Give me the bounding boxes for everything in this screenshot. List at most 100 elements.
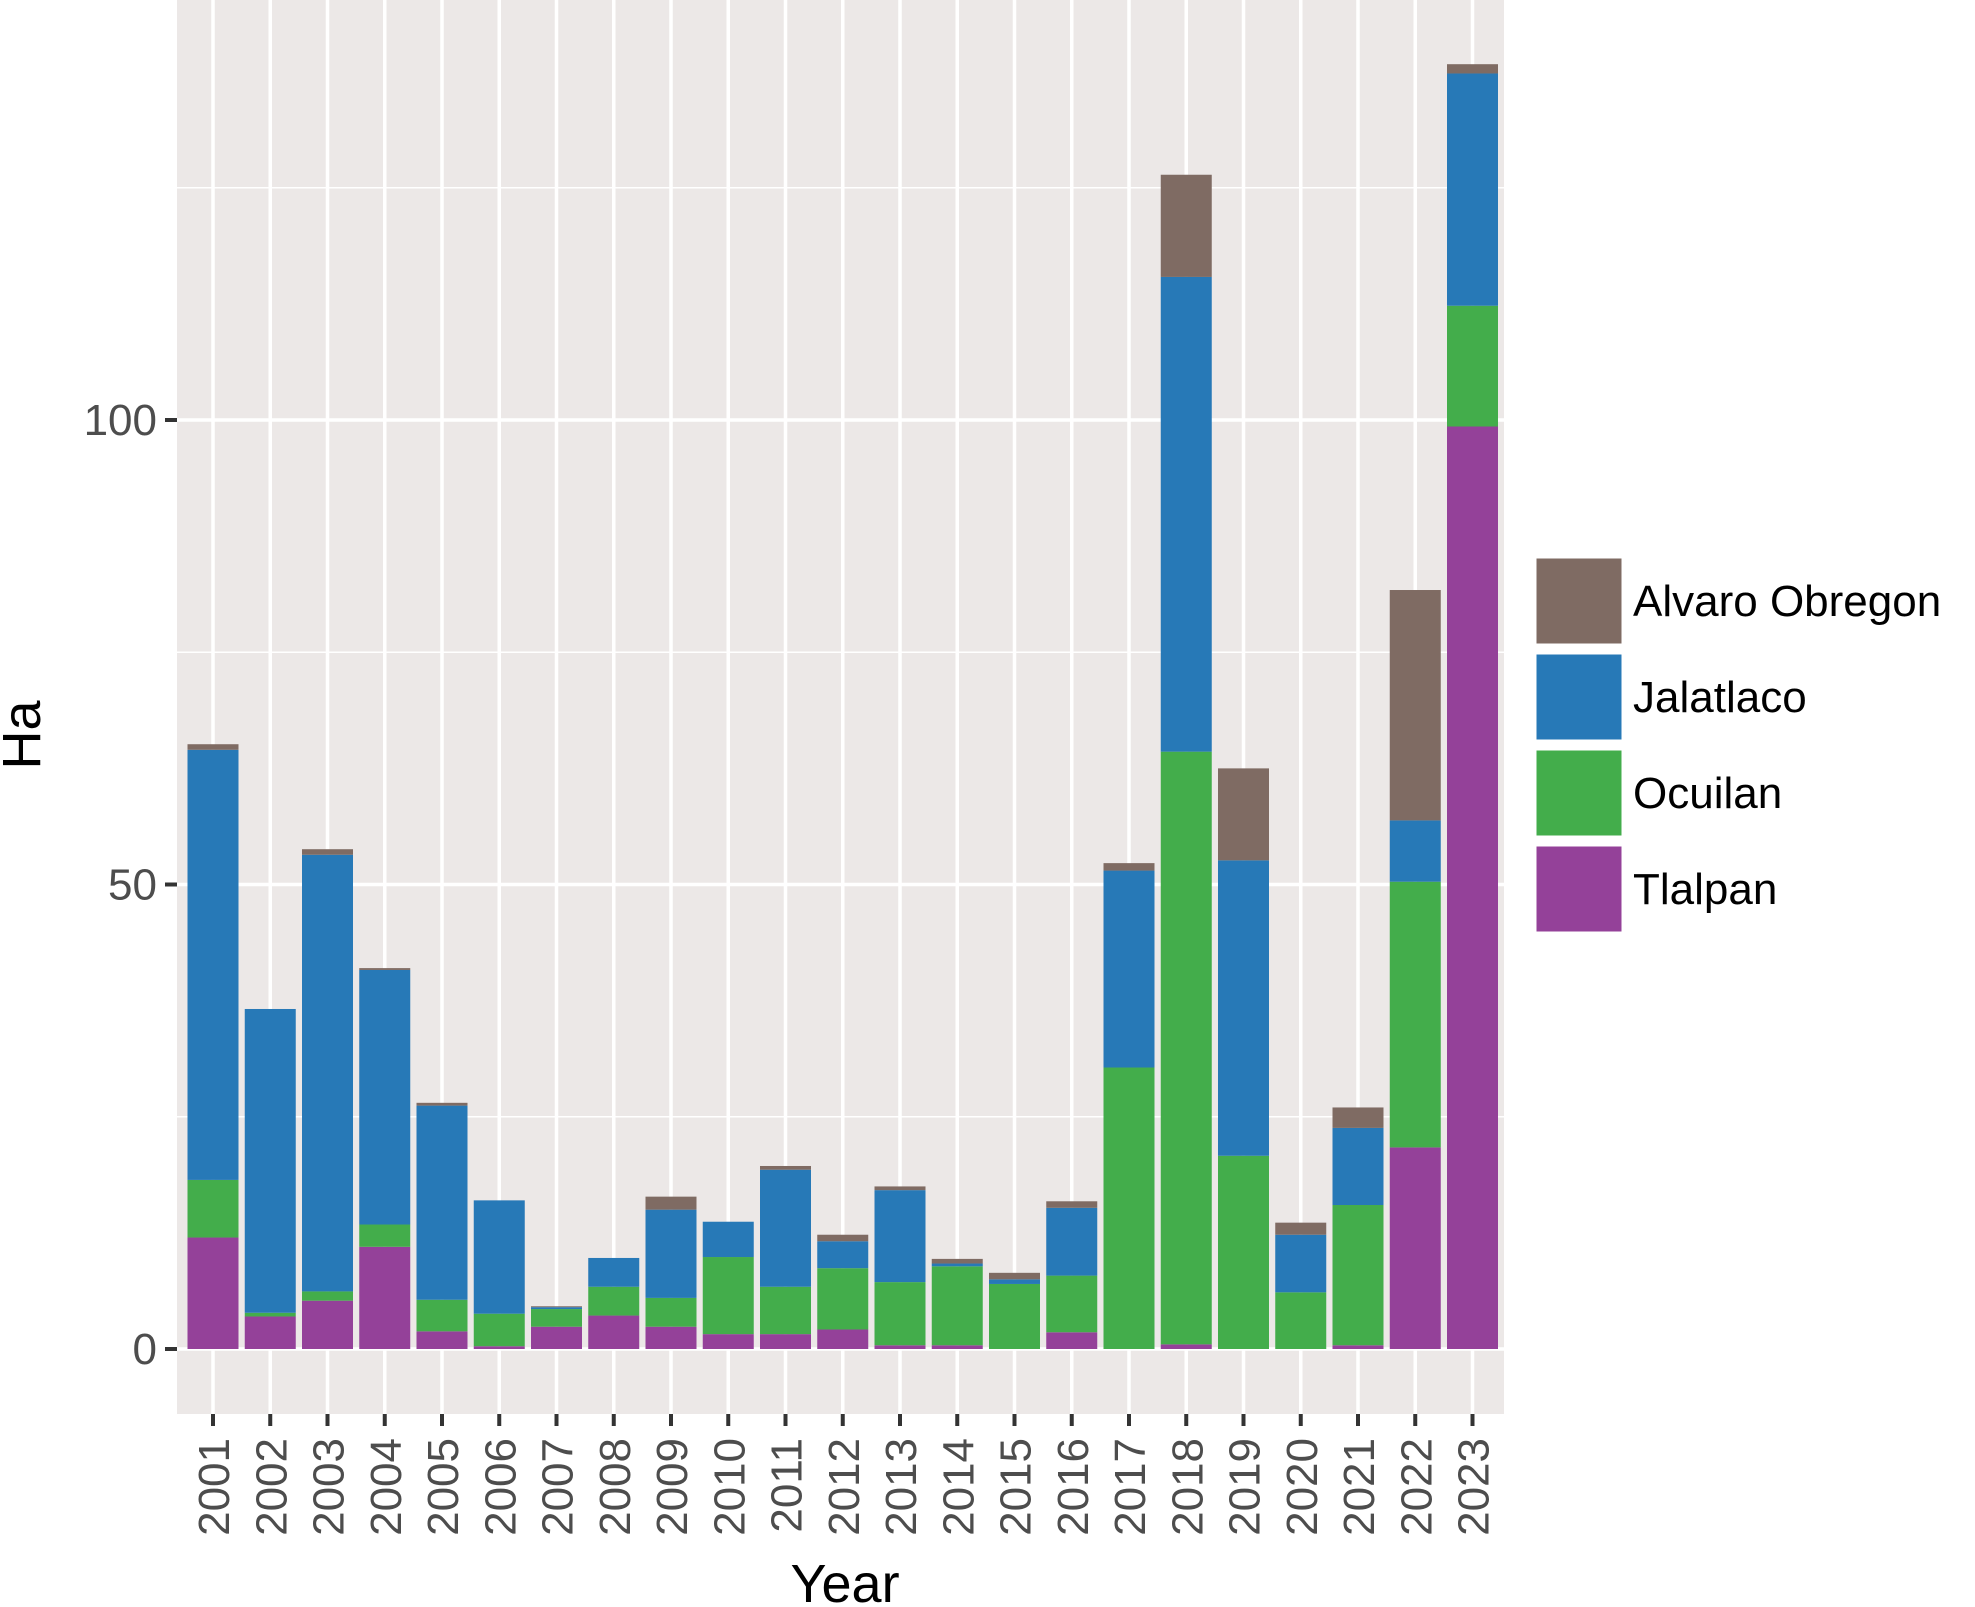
y-tick-label: 50 <box>108 861 157 910</box>
bars-layer <box>187 64 1498 1349</box>
bar-alvaro-obregon-2017 <box>1103 863 1155 871</box>
bar-ocuilan-2003 <box>302 1291 353 1301</box>
x-tick-label: 2008 <box>591 1438 640 1536</box>
bar-alvaro-obregon-2005 <box>416 1102 468 1106</box>
bar-jalatlaco-2012 <box>817 1241 869 1269</box>
bar-ocuilan-2020 <box>1275 1292 1327 1349</box>
x-tick-label: 2002 <box>247 1438 296 1536</box>
x-tick-label: 2022 <box>1392 1438 1441 1536</box>
bar-jalatlaco-2019 <box>1218 860 1269 1156</box>
bar-alvaro-obregon-2013 <box>874 1186 926 1191</box>
y-axis: 0 50 100 <box>84 396 177 1374</box>
bar-ocuilan-2018 <box>1160 751 1212 1345</box>
bar-alvaro-obregon-2004 <box>359 968 411 970</box>
legend-key-tlalpan <box>1533 843 1625 935</box>
x-tick-label: 2004 <box>362 1438 411 1536</box>
bar-alvaro-obregon-2018 <box>1160 174 1212 277</box>
bar-ocuilan-2014 <box>931 1266 983 1346</box>
bar-tlalpan-2004 <box>359 1246 411 1349</box>
bar-ocuilan-2004 <box>359 1224 411 1247</box>
legend-label-ocuilan: Ocuilan <box>1633 769 1782 818</box>
bar-jalatlaco-2005 <box>416 1105 468 1300</box>
bar-ocuilan-2001 <box>187 1179 239 1238</box>
bar-jalatlaco-2008 <box>588 1257 640 1287</box>
legend-key-ocuilan <box>1533 747 1625 839</box>
y-tick-label: 100 <box>84 396 157 445</box>
bar-tlalpan-2003 <box>302 1300 353 1349</box>
bar-tlalpan-2018 <box>1160 1344 1212 1349</box>
bar-ocuilan-2015 <box>989 1283 1040 1349</box>
legend-label-jalatlaco: Jalatlaco <box>1633 673 1807 722</box>
bar-jalatlaco-2002 <box>244 1008 296 1313</box>
bar-alvaro-obregon-2016 <box>1046 1201 1098 1208</box>
bar-ocuilan-2023 <box>1447 305 1498 427</box>
bar-jalatlaco-2009 <box>645 1209 697 1298</box>
bar-tlalpan-2010 <box>702 1334 754 1349</box>
bar-tlalpan-2006 <box>473 1346 525 1349</box>
x-tick-label: 2007 <box>534 1438 583 1536</box>
x-tick-label: 2003 <box>305 1438 354 1536</box>
legend: Alvaro Obregon Jalatlaco Ocuilan Tlalpan <box>1533 555 1941 935</box>
x-tick-label: 2013 <box>877 1438 926 1536</box>
bar-alvaro-obregon-2022 <box>1389 590 1441 821</box>
bar-tlalpan-2008 <box>588 1315 640 1349</box>
bar-tlalpan-2023 <box>1447 426 1498 1349</box>
bar-alvaro-obregon-2019 <box>1218 768 1269 861</box>
bar-ocuilan-2022 <box>1389 881 1441 1148</box>
bar-tlalpan-2022 <box>1389 1147 1441 1349</box>
y-axis-title: Ha <box>0 700 52 770</box>
bar-ocuilan-2008 <box>588 1286 640 1316</box>
bar-tlalpan-2016 <box>1046 1332 1098 1349</box>
x-tick-label: 2023 <box>1450 1438 1499 1536</box>
bar-tlalpan-2014 <box>931 1345 983 1349</box>
x-tick-label: 2010 <box>705 1438 754 1536</box>
bar-jalatlaco-2003 <box>302 854 353 1292</box>
x-tick-label: 2001 <box>190 1438 239 1536</box>
bar-ocuilan-2007 <box>531 1309 582 1327</box>
x-tick-label: 2015 <box>992 1438 1041 1536</box>
bar-tlalpan-2012 <box>817 1329 869 1349</box>
x-tick-label: 2009 <box>648 1438 697 1536</box>
bar-jalatlaco-2023 <box>1447 73 1498 306</box>
bar-jalatlaco-2017 <box>1103 870 1155 1068</box>
x-tick-label: 2005 <box>419 1438 468 1536</box>
bar-jalatlaco-2022 <box>1389 820 1441 882</box>
bar-tlalpan-2005 <box>416 1331 468 1349</box>
bar-ocuilan-2010 <box>702 1257 754 1335</box>
bar-alvaro-obregon-2007 <box>531 1306 582 1308</box>
x-tick-label: 2011 <box>763 1438 812 1533</box>
legend-label-alvaro-obregon: Alvaro Obregon <box>1633 577 1941 626</box>
bar-ocuilan-2006 <box>473 1313 525 1347</box>
bar-tlalpan-2001 <box>187 1237 239 1349</box>
bar-alvaro-obregon-2014 <box>931 1258 983 1264</box>
bar-ocuilan-2009 <box>645 1297 697 1327</box>
bar-ocuilan-2016 <box>1046 1275 1098 1333</box>
x-tick-label: 2020 <box>1278 1438 1327 1536</box>
bar-jalatlaco-2013 <box>874 1190 926 1283</box>
bar-ocuilan-2005 <box>416 1299 468 1332</box>
bar-alvaro-obregon-2003 <box>302 849 353 855</box>
bar-ocuilan-2012 <box>817 1268 869 1330</box>
x-tick-label: 2018 <box>1163 1438 1212 1536</box>
bar-alvaro-obregon-2015 <box>989 1272 1040 1280</box>
x-tick-label: 2006 <box>476 1438 525 1536</box>
bar-alvaro-obregon-2009 <box>645 1196 697 1210</box>
bar-jalatlaco-2004 <box>359 969 411 1225</box>
bar-alvaro-obregon-2011 <box>760 1165 811 1170</box>
bar-jalatlaco-2015 <box>989 1279 1040 1284</box>
y-tick-label: 0 <box>133 1325 157 1374</box>
bar-jalatlaco-2021 <box>1332 1127 1384 1206</box>
bar-jalatlaco-2006 <box>473 1200 525 1314</box>
x-tick-label: 2021 <box>1335 1438 1384 1536</box>
bar-alvaro-obregon-2021 <box>1332 1107 1384 1128</box>
x-axis: 2001 2002 2003 2004 2005 2006 2007 2008 2009 2010… <box>190 1414 1499 1536</box>
bar-ocuilan-2013 <box>874 1282 926 1346</box>
bar-ocuilan-2017 <box>1103 1067 1155 1349</box>
x-tick-label: 2012 <box>820 1438 869 1536</box>
legend-key-jalatlaco <box>1533 651 1625 743</box>
bar-alvaro-obregon-2023 <box>1447 64 1498 74</box>
bar-jalatlaco-2007 <box>531 1307 582 1310</box>
bar-jalatlaco-2020 <box>1275 1234 1327 1293</box>
bar-tlalpan-2011 <box>760 1334 811 1349</box>
